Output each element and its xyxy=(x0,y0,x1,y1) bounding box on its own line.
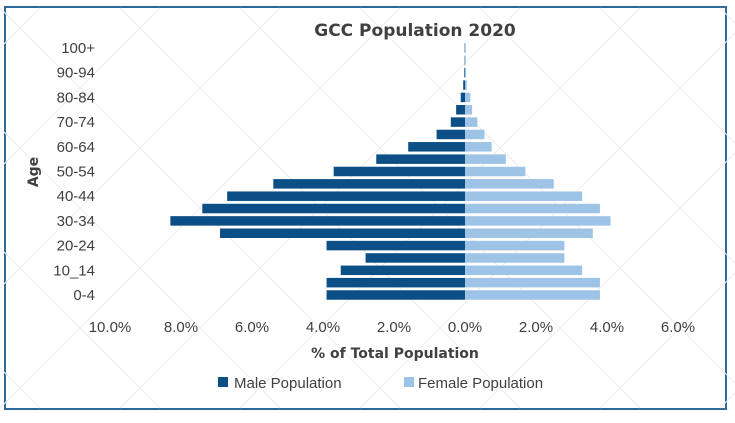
bar-female-85-89 xyxy=(465,80,467,90)
y-axis-label: Age xyxy=(26,157,42,187)
bar-male-50-54 xyxy=(333,166,465,177)
bar-male-80-84 xyxy=(460,92,465,103)
bar-male-45-49 xyxy=(273,179,465,189)
bar-male-60-64 xyxy=(408,142,465,152)
y-tick-label: 20-24 xyxy=(57,238,95,255)
x-tick-label: 4.0% xyxy=(306,319,340,336)
bar-female-100+ xyxy=(465,43,466,53)
watermark-line xyxy=(0,247,161,409)
bar-female-50-54 xyxy=(465,166,526,177)
bar-female-70-74 xyxy=(465,117,478,127)
bars xyxy=(170,43,611,300)
bar-male-55-59 xyxy=(376,154,465,164)
y-tick-label: 40-44 xyxy=(57,188,95,205)
y-tick-label: 80-84 xyxy=(57,89,95,106)
bar-female-60-64 xyxy=(465,142,492,152)
bar-male-0-4 xyxy=(326,290,465,300)
y-tick-label: 30-34 xyxy=(57,213,95,230)
bar-female-30-34 xyxy=(465,216,611,226)
bar-female-10_14 xyxy=(465,265,583,276)
bar-female-90-94 xyxy=(465,67,467,78)
watermark-line xyxy=(0,7,401,409)
watermark-line xyxy=(0,7,281,289)
bar-male-35-39 xyxy=(202,203,466,214)
bar-male-20-24 xyxy=(326,240,465,251)
bar-male-65-69 xyxy=(436,129,465,140)
watermark-line xyxy=(0,7,161,169)
watermark-line xyxy=(599,7,735,144)
bar-male-90-94 xyxy=(464,67,466,78)
legend-label-female: Female Population xyxy=(418,375,543,392)
bar-female-20-24 xyxy=(465,240,565,251)
y-tick-label: 60-64 xyxy=(57,139,95,156)
bar-female-5-9 xyxy=(465,277,600,288)
legend: Male Population Female Population xyxy=(218,375,543,392)
x-tick-label: 2.0% xyxy=(519,319,553,336)
bar-female-45-49 xyxy=(465,179,554,189)
bar-male-85-89 xyxy=(463,80,465,90)
x-tick-label: 6.0% xyxy=(661,319,695,336)
bar-female-80-84 xyxy=(465,92,471,103)
bar-female-95-99 xyxy=(465,55,466,66)
x-tick-label: 8.0% xyxy=(164,319,198,336)
bar-male-25-29 xyxy=(220,228,465,238)
y-tick-labels: 0-4 10_14 20-24 30-34 40-44 50-54 60-64 70-74 80… xyxy=(53,40,95,304)
y-tick-label: 50-54 xyxy=(57,164,95,181)
y-tick-label: 10_14 xyxy=(53,262,95,279)
bar-female-35-39 xyxy=(465,203,600,214)
watermark-line xyxy=(719,7,735,24)
x-tick-labels: 10.0% 8.0% 6.0% 4.0% 2.0% 0.0% 2.0% 4.0% 6.0% xyxy=(89,319,695,336)
watermark-line xyxy=(719,392,735,409)
watermark-line xyxy=(599,272,735,409)
bar-female-75-79 xyxy=(465,105,473,115)
bar-male-15-19 xyxy=(365,253,465,263)
x-tick-label: 10.0% xyxy=(89,319,132,336)
bar-female-15-19 xyxy=(465,253,565,263)
bar-male-30-34 xyxy=(170,216,465,226)
y-tick-label: 70-74 xyxy=(57,114,95,131)
bar-female-0-4 xyxy=(465,290,600,300)
y-tick-label: 90-94 xyxy=(57,65,95,82)
x-tick-label: 6.0% xyxy=(235,319,269,336)
watermark-line xyxy=(0,7,41,49)
bar-female-55-59 xyxy=(465,154,506,164)
bar-male-40-44 xyxy=(227,191,465,201)
x-tick-label: 4.0% xyxy=(590,319,624,336)
watermark-line xyxy=(0,367,41,409)
bar-male-70-74 xyxy=(450,117,465,127)
legend-swatch-male xyxy=(218,377,228,387)
bar-female-65-69 xyxy=(465,129,485,140)
y-tick-label: 0-4 xyxy=(73,287,95,304)
legend-swatch-female xyxy=(404,377,414,387)
legend-label-male: Male Population xyxy=(234,375,342,392)
bar-male-5-9 xyxy=(326,277,465,288)
x-tick-label: 2.0% xyxy=(377,319,411,336)
x-tick-label: 0.0% xyxy=(448,319,482,336)
bar-female-40-44 xyxy=(465,191,583,201)
bar-male-10_14 xyxy=(340,265,465,276)
bar-male-75-79 xyxy=(456,105,465,115)
y-tick-label: 100+ xyxy=(61,40,95,57)
chart-title: GCC Population 2020 xyxy=(314,21,516,41)
bar-female-25-29 xyxy=(465,228,593,238)
x-axis-label: % of Total Population xyxy=(311,346,479,362)
watermark-line xyxy=(479,152,735,409)
